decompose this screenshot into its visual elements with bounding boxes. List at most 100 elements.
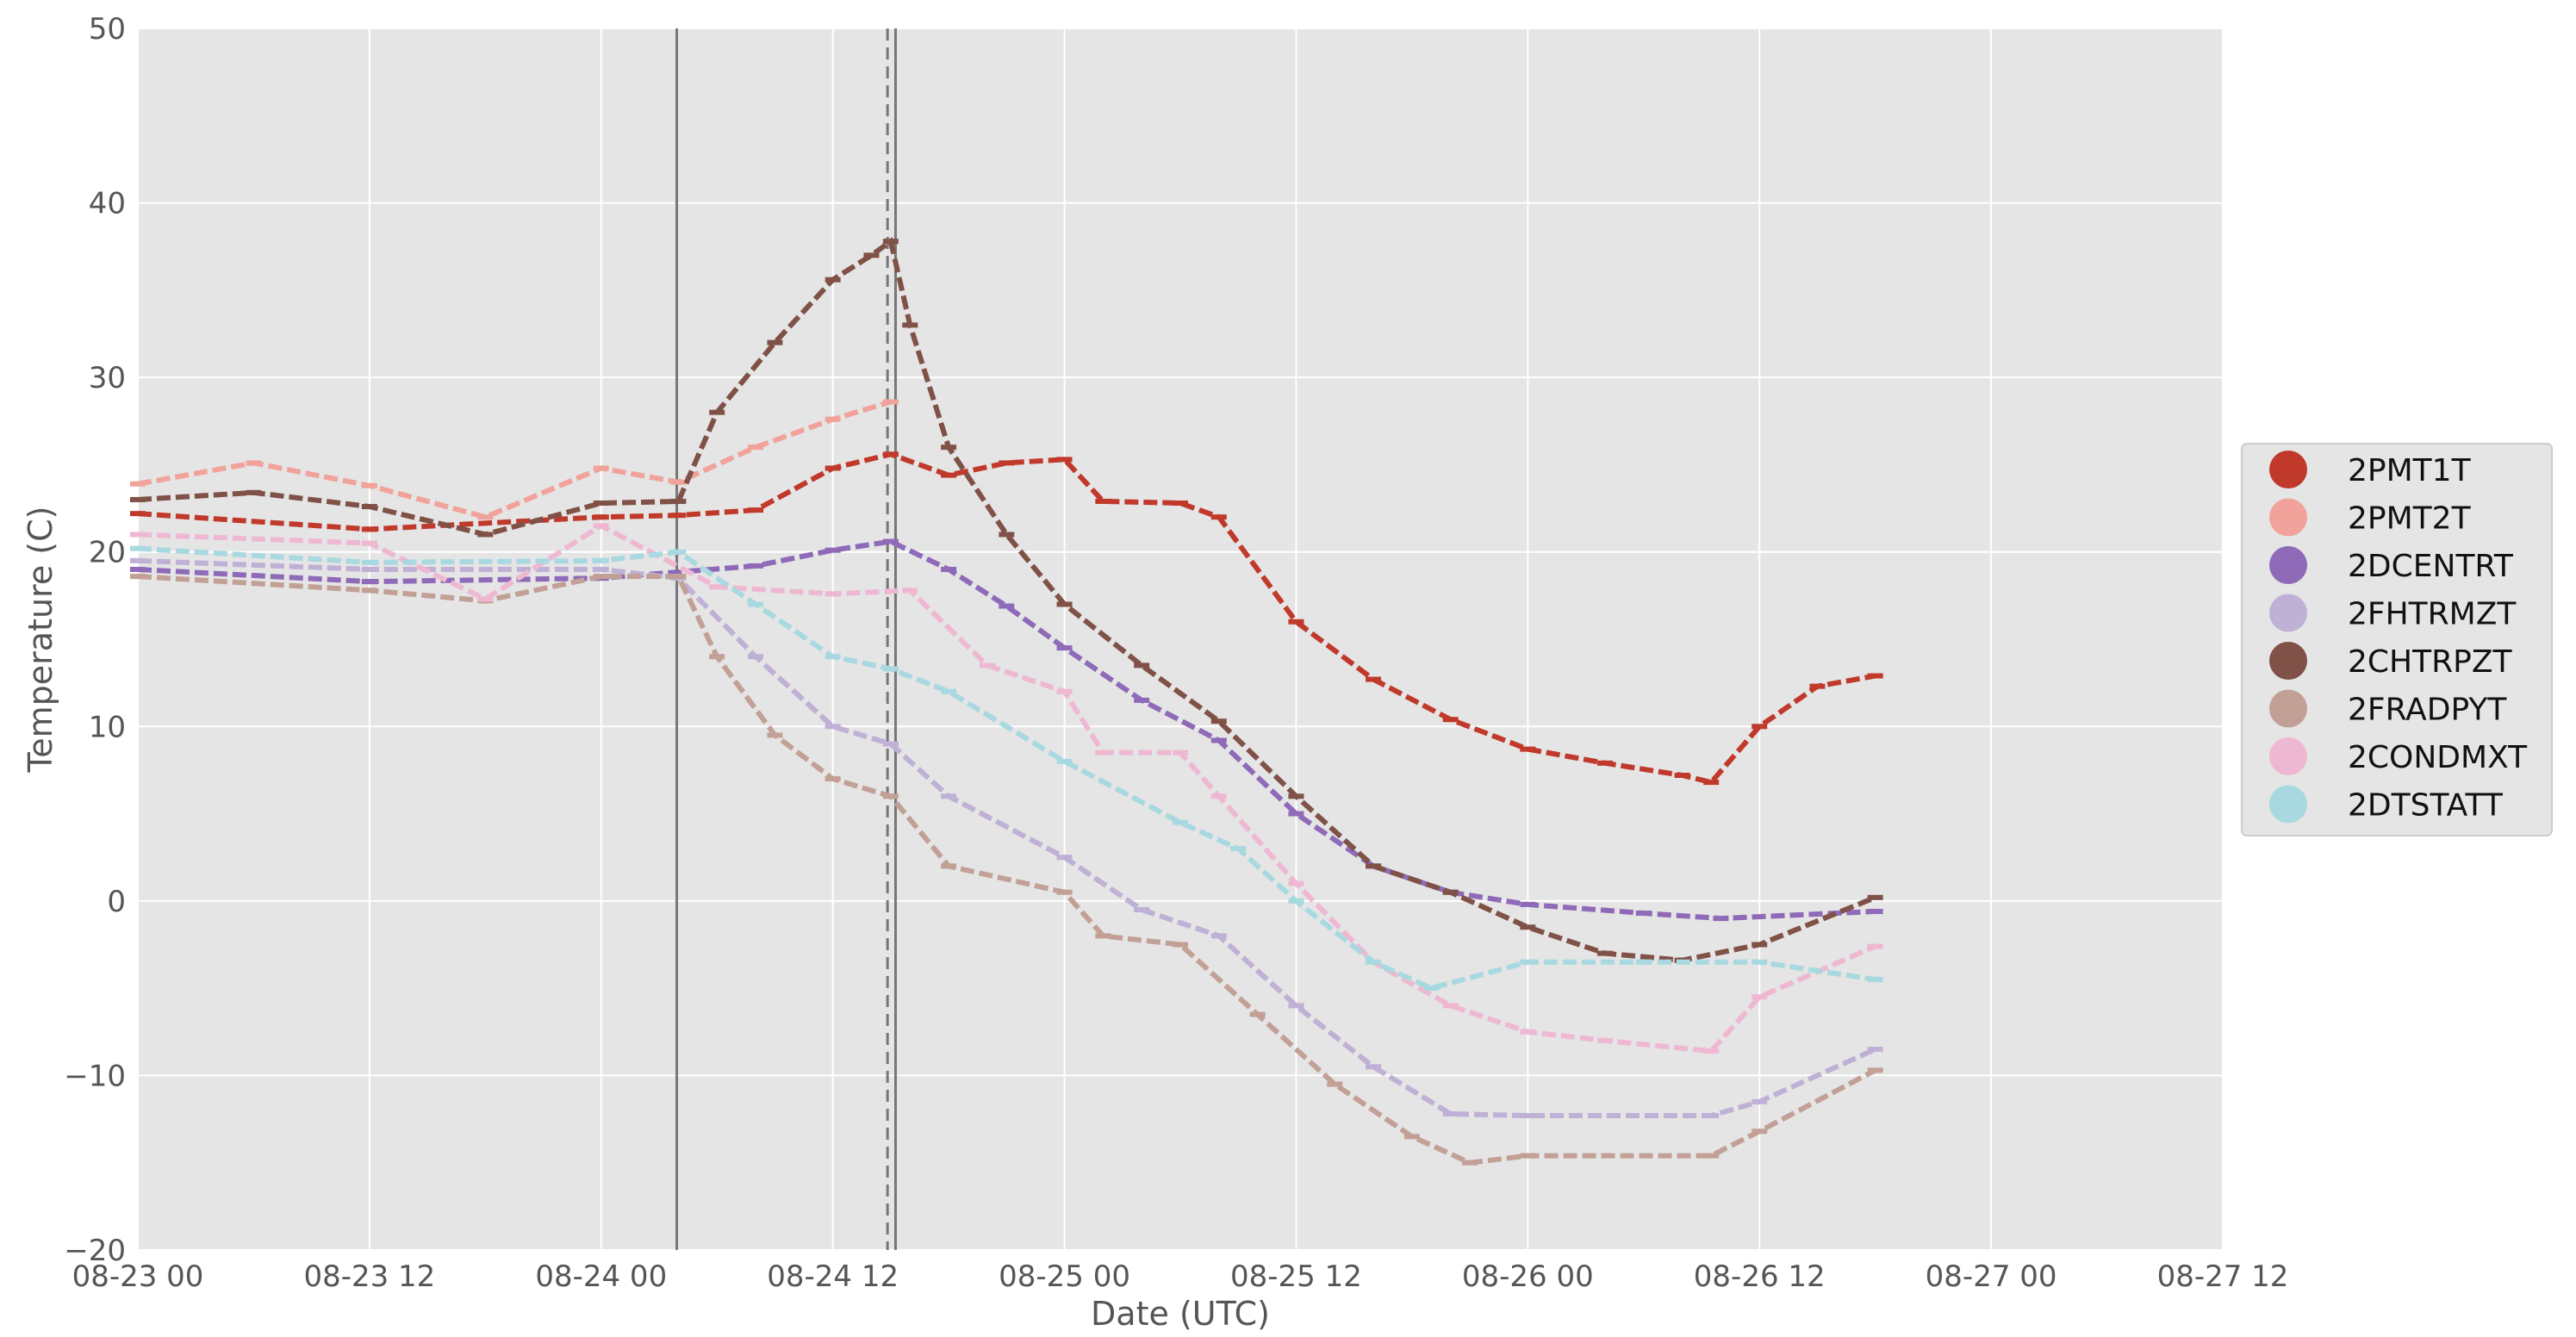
legend-marker — [2269, 785, 2307, 824]
y-tick-label: 0 — [107, 885, 126, 919]
y-tick-label: 30 — [89, 361, 126, 395]
legend-marker — [2269, 546, 2307, 584]
data-point — [1520, 1113, 1536, 1119]
data-point — [882, 399, 899, 405]
data-point — [130, 545, 146, 551]
data-point — [979, 662, 995, 668]
series-2pmt1t — [130, 451, 1883, 786]
data-point — [1210, 793, 1227, 799]
data-point — [1520, 924, 1536, 930]
data-point — [130, 574, 146, 580]
data-point — [1288, 793, 1304, 799]
data-point — [670, 498, 687, 504]
data-point — [1442, 1003, 1459, 1009]
y-axis-title: Temperature (C) — [22, 507, 59, 774]
x-tick-label: 08-24 00 — [535, 1259, 667, 1294]
legend-label: 2CONDMXT — [2348, 740, 2528, 775]
data-point — [1442, 889, 1459, 895]
legend-marker — [2269, 642, 2307, 680]
event-markers — [675, 28, 897, 1250]
data-point — [882, 239, 899, 245]
x-tick-label: 08-26 00 — [1462, 1259, 1594, 1294]
data-point — [361, 504, 377, 510]
data-point — [1867, 894, 1883, 900]
data-point — [1752, 994, 1768, 1000]
data-point — [361, 526, 377, 532]
series-2fradpyt — [130, 574, 1883, 1166]
data-point — [882, 793, 899, 799]
x-tick-label: 08-23 00 — [72, 1259, 204, 1294]
data-point — [1173, 819, 1188, 825]
x-tick-label: 08-23 12 — [303, 1259, 435, 1294]
data-point — [1520, 959, 1536, 965]
data-point — [130, 532, 146, 538]
data-point — [361, 588, 377, 594]
data-point — [1752, 1098, 1768, 1104]
data-point — [1596, 760, 1613, 766]
data-point — [1173, 500, 1188, 506]
legend-box — [2241, 443, 2553, 836]
data-point — [1442, 1110, 1459, 1116]
data-point — [361, 579, 377, 585]
data-point — [1423, 986, 1440, 992]
data-point — [1520, 1029, 1536, 1035]
data-point — [824, 547, 841, 553]
data-point — [1210, 737, 1227, 743]
data-point — [748, 654, 764, 660]
data-point — [361, 540, 377, 546]
data-point — [824, 416, 841, 422]
x-tick-label: 08-27 12 — [2157, 1259, 2289, 1294]
series-2condmxt — [130, 522, 1883, 1054]
data-point — [1366, 676, 1382, 682]
data-point — [902, 588, 918, 594]
data-point — [593, 574, 609, 580]
legend-label: 2FHTRMZT — [2348, 597, 2517, 632]
data-point — [477, 596, 494, 602]
data-point — [1288, 619, 1304, 625]
legend-marker — [2269, 498, 2307, 537]
data-point — [1674, 773, 1690, 779]
legend-marker — [2269, 737, 2307, 775]
data-point — [1095, 749, 1111, 756]
data-point — [941, 566, 957, 572]
data-point — [1867, 673, 1883, 679]
data-point — [767, 339, 783, 345]
legend-label: 2DTSTATT — [2348, 788, 2504, 824]
data-point — [1867, 1067, 1883, 1073]
grid-lines — [137, 28, 2224, 1251]
data-point — [1867, 1047, 1883, 1053]
y-tick-label: −20 — [64, 1234, 126, 1268]
data-point — [1752, 942, 1768, 948]
data-point — [593, 465, 609, 471]
data-point — [1366, 1064, 1382, 1070]
data-point — [1703, 780, 1720, 786]
legend-marker — [2269, 451, 2307, 488]
data-point — [1752, 1129, 1768, 1135]
series-line — [137, 545, 1876, 992]
series-2pmt2t — [130, 399, 899, 520]
data-point — [882, 666, 899, 672]
data-point — [999, 460, 1015, 466]
data-point — [1095, 498, 1111, 504]
data-point — [1462, 1160, 1478, 1166]
data-point — [130, 496, 146, 502]
data-point — [1635, 959, 1652, 965]
data-point — [361, 566, 377, 572]
data-point — [1210, 933, 1227, 939]
y-axis-ticks: −20 −10 0 10 20 30 40 50 — [64, 12, 126, 1268]
data-point — [361, 559, 377, 565]
y-tick-label: 20 — [89, 536, 126, 570]
data-point — [670, 479, 687, 485]
data-point — [1230, 846, 1247, 852]
legend-marker — [2269, 689, 2307, 728]
data-point — [593, 523, 609, 529]
data-point — [1056, 889, 1073, 895]
data-point — [1249, 1011, 1266, 1017]
data-point — [477, 514, 494, 520]
y-tick-label: 40 — [89, 187, 126, 221]
data-point — [1703, 1048, 1720, 1054]
data-point — [1134, 697, 1150, 703]
legend-label: 2FRADPYT — [2348, 693, 2507, 728]
data-point — [824, 277, 841, 283]
data-point — [670, 574, 687, 580]
